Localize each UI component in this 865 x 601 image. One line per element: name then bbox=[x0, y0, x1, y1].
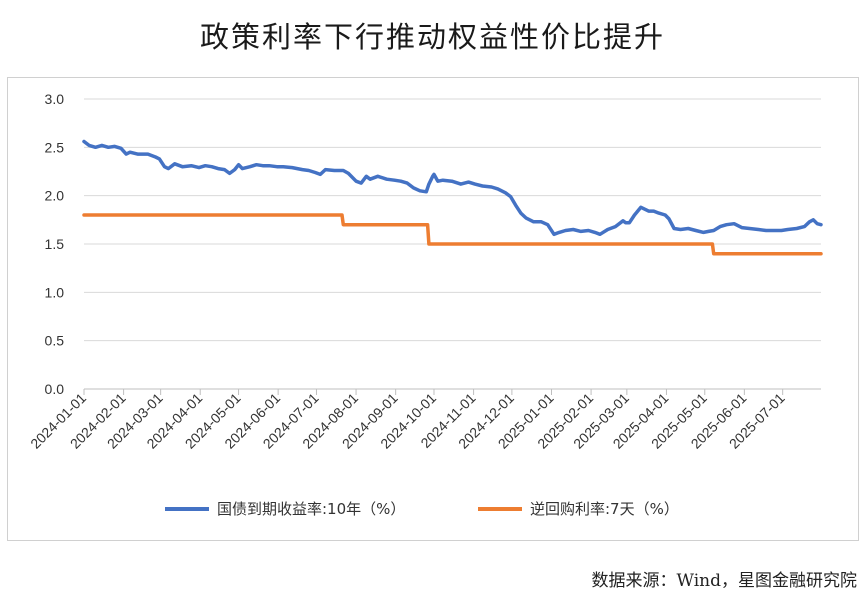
series-line-bond-yield-10y bbox=[82, 139, 823, 237]
y-tick-label-0: 0.0 bbox=[45, 381, 65, 397]
y-tick-label-5: 2.5 bbox=[45, 139, 65, 155]
chart-frame bbox=[7, 77, 859, 541]
y-tick-label-3: 1.5 bbox=[45, 236, 65, 252]
y-tick-label-4: 2.0 bbox=[45, 188, 65, 204]
chart-title: 政策利率下行推动权益性价比提升 bbox=[199, 20, 665, 54]
legend-label-0: 国债到期收益率:10年（%） bbox=[217, 500, 405, 518]
y-tick-label-2: 1.0 bbox=[45, 284, 65, 300]
legend-label-1: 逆回购利率:7天（%） bbox=[530, 500, 679, 518]
series-line-reverse-repo-7d bbox=[82, 213, 823, 256]
data-source-note: 数据来源：Wind，星图金融研究院 bbox=[591, 571, 857, 591]
y-tick-label-1: 0.5 bbox=[45, 333, 65, 349]
y-tick-label-6: 3.0 bbox=[45, 91, 65, 107]
